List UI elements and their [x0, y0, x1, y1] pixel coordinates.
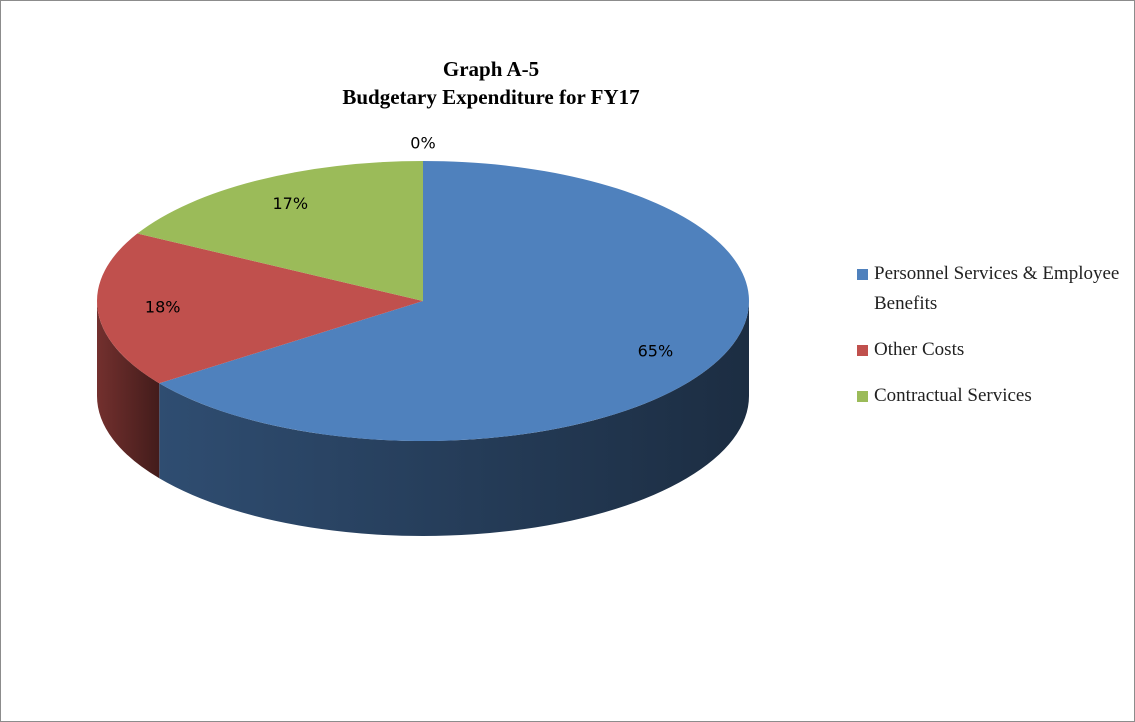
legend-swatch — [857, 269, 868, 280]
data-label: 18% — [145, 298, 181, 317]
legend-item: Contractual Services — [857, 381, 1127, 411]
slice-side — [97, 301, 160, 479]
slice — [137, 161, 423, 301]
legend-label: Contractual Services — [874, 385, 1032, 406]
legend-label: Personnel Services & Employee Benefits — [874, 263, 1120, 314]
slice-side — [159, 301, 750, 536]
data-label: 0% — [410, 134, 435, 153]
slice — [96, 233, 424, 384]
chart-subtitle: Budgetary Expenditure for FY17 — [342, 85, 639, 109]
legend-item: Personnel Services & Employee Benefits — [857, 259, 1127, 319]
legend: Personnel Services & Employee Benefits Ot… — [857, 259, 1127, 427]
legend-swatch — [857, 345, 868, 356]
data-label: 65% — [638, 341, 674, 360]
slice — [159, 161, 750, 441]
legend-label: Other Costs — [874, 339, 965, 360]
legend-item: Other Costs — [857, 335, 1127, 365]
data-label: 17% — [272, 194, 308, 213]
chart-title: Graph A-5 — [443, 57, 539, 81]
legend-swatch — [857, 391, 868, 402]
